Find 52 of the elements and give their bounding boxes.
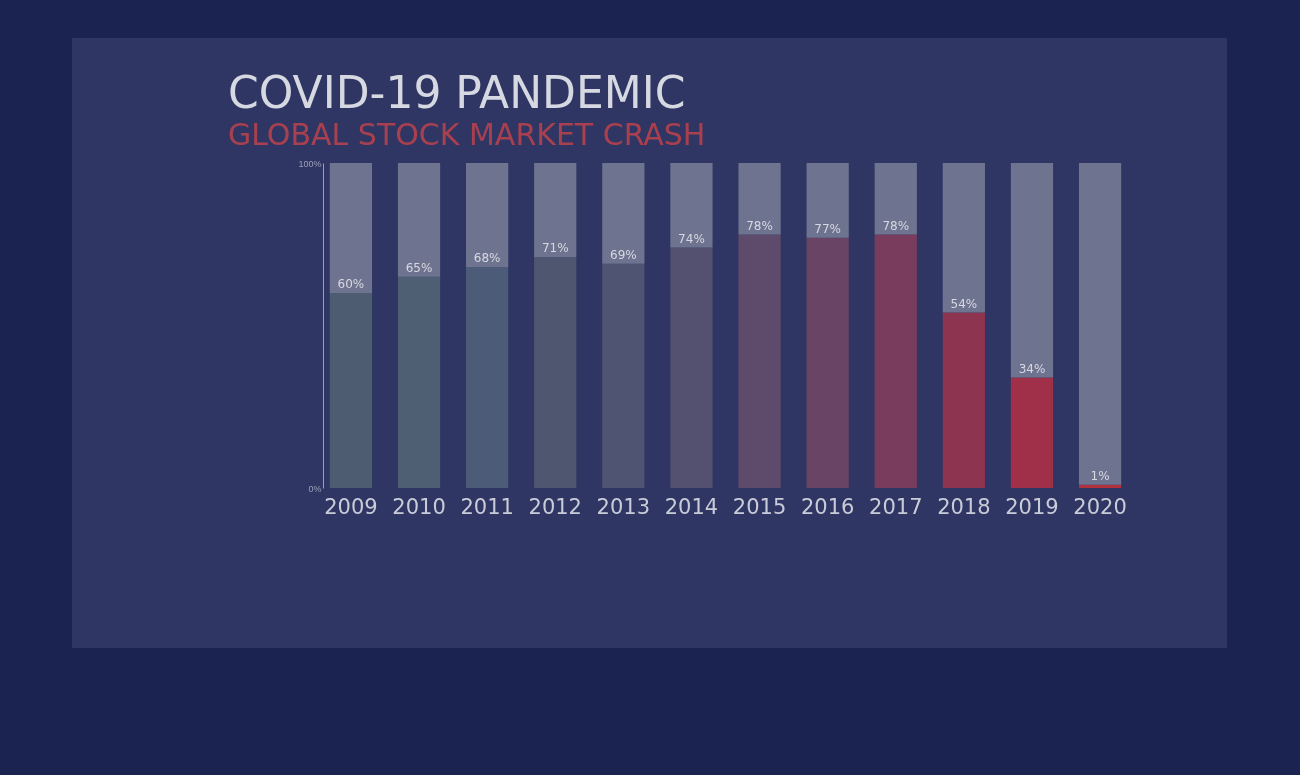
x-tick-label: 2013	[596, 494, 651, 519]
bar	[602, 263, 645, 488]
bar	[1010, 377, 1054, 488]
x-tick-label: 2012	[528, 494, 582, 519]
x-tick-label: 2018	[937, 494, 991, 519]
y-tick-label: 100%	[298, 158, 322, 169]
bar	[670, 163, 713, 248]
x-tick-label: 2011	[460, 494, 514, 519]
bar	[397, 276, 441, 488]
x-tick-label: 2020	[1073, 494, 1127, 519]
data-label: 34%	[1018, 361, 1046, 376]
data-label: 69%	[610, 247, 637, 262]
bar	[397, 163, 441, 277]
bar	[1010, 163, 1054, 378]
bar	[534, 257, 577, 488]
data-label: 65%	[405, 260, 433, 275]
bar	[329, 163, 373, 293]
x-tick-label: 2017	[869, 494, 923, 519]
x-tick-label: 2016	[800, 494, 855, 519]
x-tick-label: 2015	[732, 494, 787, 519]
bar	[1078, 163, 1122, 485]
bar	[942, 163, 985, 313]
bar	[942, 312, 985, 488]
bar	[534, 163, 577, 258]
bar	[874, 234, 917, 488]
data-label: 78%	[746, 218, 773, 233]
y-tick-label: 0%	[308, 483, 322, 494]
data-label: 77%	[814, 221, 841, 236]
bar	[602, 163, 645, 264]
bar	[806, 163, 849, 238]
x-tick-label: 2019	[1005, 494, 1059, 519]
bar	[738, 234, 781, 488]
x-tick-label: 2010	[392, 494, 446, 519]
data-label: 54%	[950, 296, 978, 311]
bar	[329, 293, 373, 488]
bar	[1078, 484, 1122, 488]
bar	[806, 237, 849, 488]
x-tick-label: 2009	[324, 494, 378, 519]
chart-subtitle: GLOBAL STOCK MARKET CRASH	[227, 117, 706, 152]
data-label: 68%	[473, 251, 501, 265]
bar	[670, 247, 713, 488]
bar	[738, 163, 781, 235]
data-label: 74%	[678, 231, 705, 246]
bar	[466, 163, 509, 267]
bar	[874, 163, 917, 235]
data-label: 1%	[1090, 468, 1110, 483]
data-label: 60%	[337, 277, 365, 291]
bar	[466, 267, 509, 488]
data-label: 78%	[882, 218, 910, 233]
data-label: 71%	[541, 241, 569, 256]
x-tick-label: 2014	[664, 494, 719, 519]
chart-title: COVID-19 PANDEMIC	[227, 67, 686, 118]
